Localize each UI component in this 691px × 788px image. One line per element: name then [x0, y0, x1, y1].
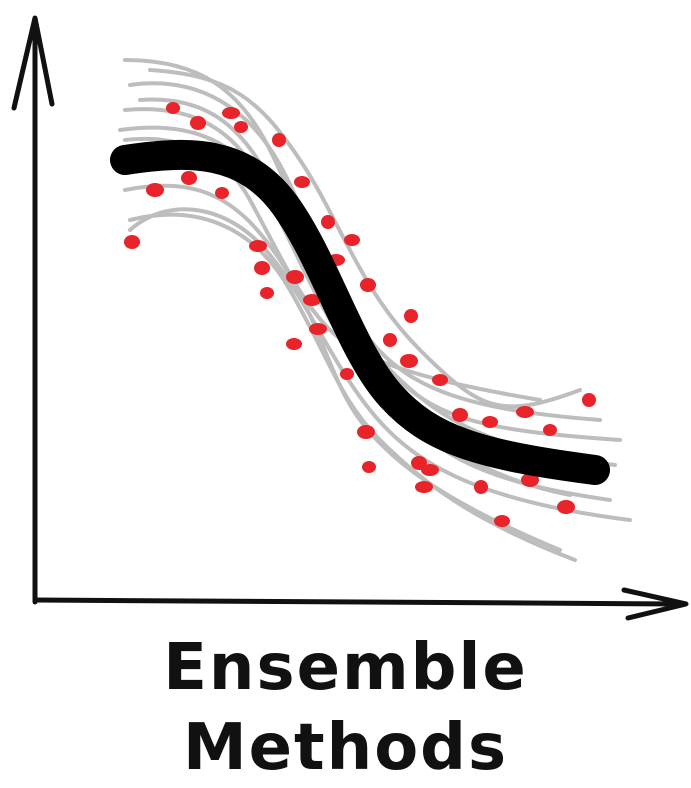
x-axis-arrow [621, 587, 689, 621]
data-point [521, 473, 539, 487]
data-point [415, 481, 433, 493]
data-point [222, 107, 240, 119]
data-point [146, 183, 164, 197]
data-point [482, 416, 498, 428]
data-point [340, 368, 354, 380]
data-point [124, 235, 140, 249]
data-point [494, 515, 510, 527]
data-point [294, 176, 310, 188]
data-point [360, 278, 376, 292]
data-point [286, 338, 302, 350]
ensemble-diagram [11, 15, 689, 621]
data-point [400, 354, 418, 368]
data-point [303, 294, 321, 306]
y-axis-arrow [11, 15, 55, 111]
data-point [557, 500, 575, 514]
ensemble-member-curve [148, 68, 582, 409]
data-point [344, 234, 360, 246]
data-point [383, 333, 397, 347]
data-point [474, 480, 488, 494]
ensemble-member-curve [128, 212, 577, 562]
data-point [321, 215, 335, 229]
data-point [166, 102, 180, 114]
diagram-caption: Ensemble Methods [163, 631, 528, 785]
data-point [190, 116, 206, 130]
data-point [582, 393, 596, 407]
data-point [421, 464, 439, 476]
data-point [272, 133, 286, 147]
data-point [362, 461, 376, 473]
data-point [432, 374, 448, 386]
data-point [215, 187, 229, 199]
data-point [181, 171, 197, 185]
data-point [516, 406, 534, 418]
data-points [124, 102, 596, 527]
data-point [452, 408, 468, 422]
ensemble-member-curves [118, 58, 632, 562]
data-point [543, 424, 557, 436]
ensemble-member-curve [128, 207, 632, 522]
x-axis [32, 597, 687, 607]
data-point [234, 121, 248, 133]
data-point [286, 270, 304, 284]
ensemble-mean-curve [110, 139, 610, 485]
data-point [404, 309, 418, 323]
data-point [260, 287, 274, 299]
data-point [357, 425, 375, 439]
data-point [249, 240, 267, 252]
axes [11, 15, 689, 621]
data-point [254, 261, 270, 275]
data-point [309, 323, 327, 335]
